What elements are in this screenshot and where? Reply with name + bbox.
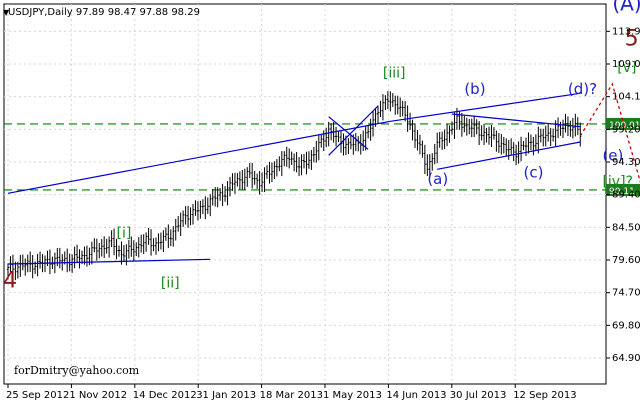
watermark: forDmitry@yahoo.com [14,364,140,377]
y-tick-label: 89.40 [612,190,640,201]
y-tick-label: 94.30 [612,157,640,168]
trendline [437,141,581,170]
wave-label: [i] [117,225,132,241]
grid [4,4,606,384]
level-price-label: 90.11 [609,187,635,197]
wave-label: (e) [602,147,623,165]
price-series [7,91,582,281]
x-axis: 25 Sep 2012 1 Nov 2012 14 Dec 2012 31 Jan 2… [6,384,577,401]
y-tick-label: 104.10 [612,92,640,103]
trendline [451,113,581,128]
symbol-info: USDJPY,Daily 97.89 98.47 97.88 98.29 [8,7,200,18]
trendline [7,120,391,194]
wave-label: 4 [3,268,17,293]
trendline [390,92,581,122]
plot-area[interactable] [3,3,607,385]
wave-label: [iv]? [602,174,633,190]
y-tick-label: 74.70 [612,288,640,299]
level-price-box [606,117,640,130]
wave-label: [v] [617,60,636,76]
wave-label: [ii] [161,275,180,291]
x-tick-label: 31 Jan 2013 [196,390,256,401]
level-price-box [606,183,640,196]
x-tick-label: 14 Jun 2013 [386,390,446,401]
y-tick-label: 99.20 [612,124,640,135]
wave-label: (A)? [612,0,640,16]
y-axis: 113.90 109.00 104.10 99.20 94.30 89.40 84.50 79… [606,26,640,364]
wave-label: 5 [625,26,639,51]
y-tick-label: 79.60 [612,255,640,266]
x-tick-label: 12 Sep 2013 [513,390,576,401]
wave-label: [iii] [383,65,406,81]
y-tick-label: 84.50 [612,222,640,233]
x-tick-label: 30 Jul 2013 [450,390,507,401]
wave-label: (d)? [568,80,597,98]
wave-label: (a) [427,170,448,188]
wave-label: (b) [464,80,485,98]
y-tick-label: 69.80 [612,320,640,331]
trendline [7,258,211,265]
y-tick-label: 109.00 [612,59,640,70]
x-tick-label: 18 Mar 2013 [260,390,323,401]
trendlines [7,92,581,265]
x-tick-label: 14 Dec 2012 [133,390,197,401]
trendline [328,105,379,156]
x-tick-label: 25 Sep 2012 [6,390,69,401]
trendline [328,116,369,150]
y-tick-label: 64.90 [612,353,640,364]
wave-labels: 4 [i] [ii] [iii] (a) (b) (c) (d)? (e) [iv]? [v] 5 (A… [3,0,640,293]
forecast-arrow [579,82,640,184]
wave-label: (c) [524,163,544,181]
x-tick-label: 1 Nov 2012 [69,390,127,401]
info-triangle-icon: ▼ [3,8,10,17]
forecast-path [579,82,640,184]
y-tick-label: 113.90 [612,26,640,37]
x-tick-label: 1 May 2013 [323,390,382,401]
